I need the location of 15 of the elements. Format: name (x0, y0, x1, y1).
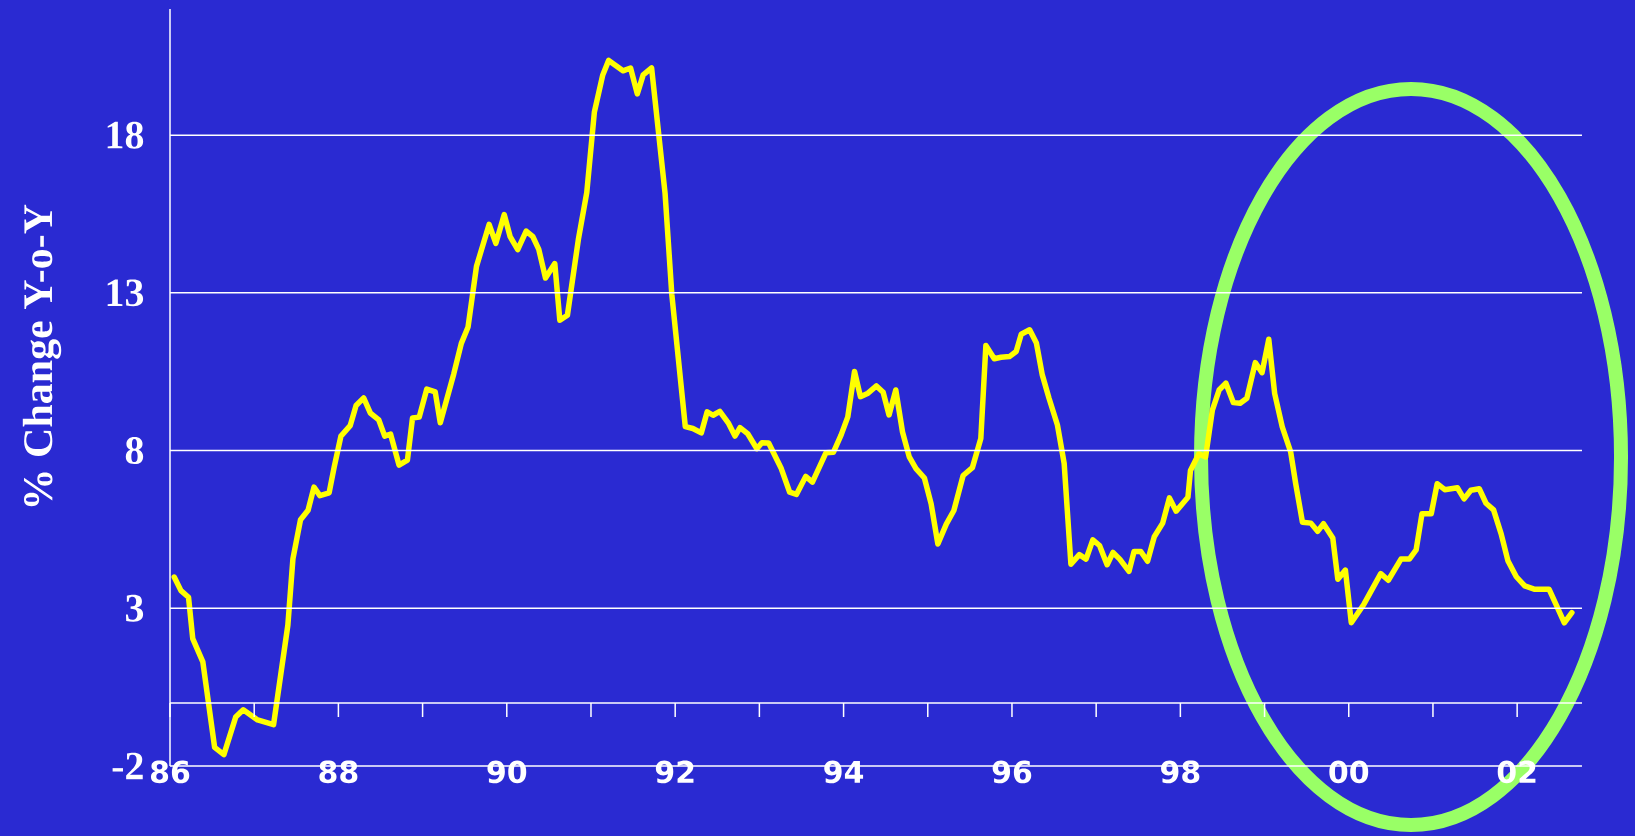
y-axis-title: % Change Y-o-Y (22, 204, 62, 507)
x-tick-label: 92 (655, 760, 694, 784)
x-tick-label: 88 (319, 760, 358, 784)
x-tick-label: 98 (1161, 760, 1200, 784)
y-tick-label: 13 (107, 279, 144, 307)
x-tick-label: 94 (824, 760, 864, 784)
x-tick-label: 90 (487, 760, 527, 784)
y-tick-label: -2 (112, 752, 143, 780)
x-tick-label: 00 (1329, 760, 1369, 784)
y-tick-label: 8 (125, 437, 144, 465)
x-tick-label: 02 (1497, 760, 1536, 784)
y-tick-label: 18 (107, 121, 144, 149)
x-tick-label: 86 (150, 760, 190, 784)
x-tick-label: 96 (992, 760, 1032, 784)
y-tick-label: 3 (125, 594, 144, 622)
